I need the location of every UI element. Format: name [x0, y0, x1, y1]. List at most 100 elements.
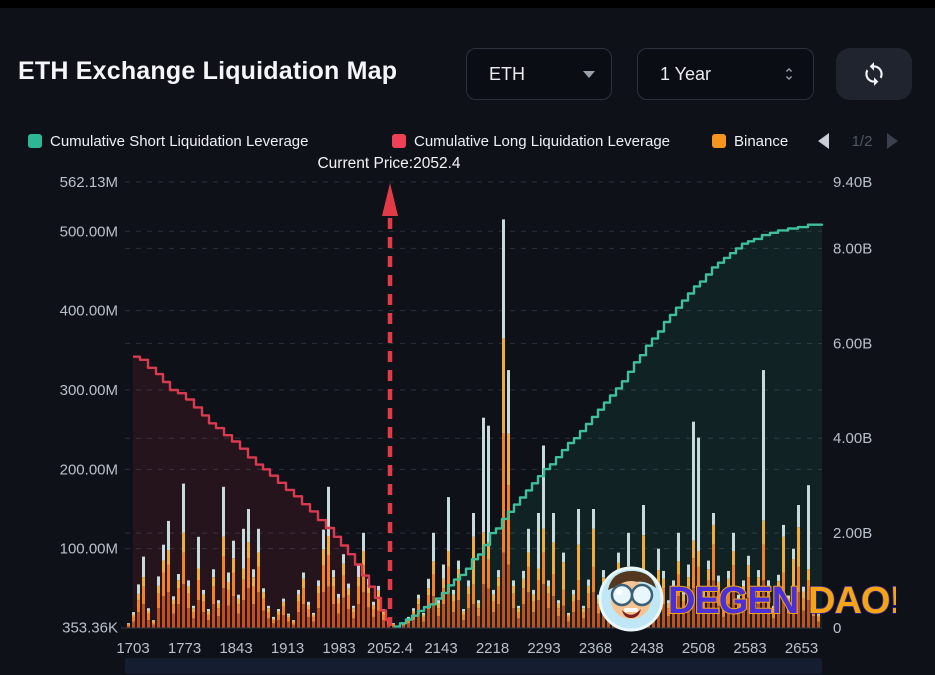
liquidation-bar-segment: [222, 486, 225, 537]
liquidation-bar-segment: [162, 596, 165, 628]
liquidation-bar-segment: [352, 618, 355, 628]
liquidation-bar-segment: [352, 605, 355, 609]
liquidation-bar-segment: [752, 601, 755, 613]
liquidation-bar-segment: [682, 612, 685, 628]
chart-zoom-scrollbar[interactable]: [125, 658, 822, 674]
liquidation-bar-segment: [522, 604, 525, 628]
liquidation-bar-segment: [632, 614, 635, 617]
liquidation-bar-segment: [717, 575, 720, 582]
liquidation-bar-segment: [187, 593, 190, 609]
liquidation-bar-segment: [627, 589, 630, 606]
liquidation-bar-segment: [782, 536, 785, 573]
liquidation-bar-segment: [317, 580, 320, 586]
liquidation-bar-segment: [797, 505, 800, 528]
x-axis-tick: 2218: [476, 640, 509, 657]
liquidation-bar-segment: [147, 610, 150, 614]
liquidation-bar-segment: [767, 580, 770, 586]
liquidation-bar-segment: [552, 574, 555, 597]
liquidation-bar-segment: [287, 615, 290, 618]
liquidation-bar-segment: [447, 566, 450, 593]
liquidation-bar-segment: [317, 608, 320, 628]
liquidation-bar-segment: [522, 588, 525, 605]
legend-next-button[interactable]: [886, 132, 900, 155]
liquidation-bar-segment: [452, 612, 455, 628]
liquidation-bar-segment: [697, 437, 700, 552]
x-axis-tick: 1843: [219, 640, 252, 657]
left-axis-tick: 100.00M: [60, 541, 118, 558]
liquidation-bar-segment: [192, 608, 195, 613]
legend-item-long[interactable]: Cumulative Long Liquidation Leverage: [392, 131, 670, 151]
liquidation-bar-segment: [652, 605, 655, 609]
liquidation-bar-segment: [712, 544, 715, 581]
liquidation-bar-segment: [542, 552, 545, 585]
liquidation-bar-segment: [142, 556, 145, 578]
legend-item-binance[interactable]: Binance: [712, 131, 810, 151]
liquidation-bar-segment: [757, 577, 760, 587]
liquidation-bar-segment: [702, 610, 705, 628]
liquidation-bar-segment: [502, 552, 505, 628]
liquidation-bar-segment: [392, 624, 395, 625]
liquidation-bar-segment: [257, 528, 260, 553]
liquidation-bar-segment: [772, 608, 775, 613]
liquidation-bar-segment: [222, 536, 225, 557]
liquidation-bar-segment: [812, 616, 815, 628]
legend-prev-button[interactable]: [816, 132, 830, 155]
range-select[interactable]: 1 Year: [637, 48, 814, 100]
liquidation-bar-segment: [687, 586, 690, 605]
liquidation-bar-segment: [777, 574, 780, 582]
liquidation-bar-segment: [442, 564, 445, 579]
liquidation-bar-segment: [402, 625, 405, 628]
liquidation-bar-segment: [492, 594, 495, 601]
x-axis-tick: 2508: [682, 640, 715, 657]
liquidation-bar-segment: [267, 618, 270, 628]
liquidation-bar-segment: [362, 551, 365, 566]
liquidation-bar-segment: [377, 610, 380, 628]
liquidation-bar-segment: [322, 529, 325, 550]
liquidation-bar-segment: [532, 612, 535, 628]
liquidation-bar-segment: [447, 551, 450, 567]
right-axis-tick: 6.00B: [833, 335, 872, 352]
liquidation-bar-segment: [642, 535, 645, 571]
legend-label-short: Cumulative Short Liquidation Leverage: [50, 132, 309, 150]
liquidation-bar-segment: [692, 588, 695, 628]
liquidation-bar-segment: [692, 421, 695, 541]
liquidation-bar-segment: [382, 620, 385, 628]
liquidation-bar-segment: [612, 610, 615, 628]
liquidation-bar-segment: [507, 485, 510, 565]
liquidation-bar-segment: [482, 532, 485, 553]
refresh-button[interactable]: [836, 48, 912, 100]
liquidation-bar-segment: [682, 601, 685, 613]
liquidation-bar-segment: [292, 624, 295, 628]
liquidation-bar-segment: [152, 622, 155, 625]
liquidation-bar-segment: [577, 600, 580, 628]
legend-item-short[interactable]: Cumulative Short Liquidation Leverage: [28, 131, 309, 151]
liquidation-bar-segment: [197, 568, 200, 581]
liquidation-bar-segment: [652, 608, 655, 613]
liquidation-bar-segment: [337, 613, 340, 628]
legend-label-long: Cumulative Long Liquidation Leverage: [414, 132, 671, 150]
liquidation-bar-segment: [697, 566, 700, 593]
liquidation-bar-segment: [812, 603, 815, 609]
liquidation-bar-segment: [152, 620, 155, 621]
liquidation-bar-segment: [287, 617, 290, 622]
liquidation-bar-segment: [792, 586, 795, 605]
liquidation-bar-segment: [272, 623, 275, 628]
liquidation-bar-segment: [642, 570, 645, 595]
liquidation-bar-segment: [807, 600, 810, 628]
liquidation-bar-segment: [187, 580, 190, 586]
symbol-select[interactable]: ETH: [466, 48, 612, 100]
liquidation-bar-segment: [487, 425, 490, 543]
liquidation-bar-segment: [617, 597, 620, 628]
liquidation-bar-segment: [637, 601, 640, 613]
liquidation-bar-segment: [427, 595, 430, 609]
liquidation-bar-segment: [142, 586, 145, 605]
liquidation-bar-segment: [472, 536, 475, 585]
liquidation-bar-segment: [382, 611, 385, 615]
liquidation-bar-segment: [812, 600, 815, 604]
liquidation-bar-segment: [622, 603, 625, 609]
liquidation-bar-segment: [447, 592, 450, 628]
left-axis-tick: 200.00M: [60, 461, 118, 478]
liquidation-bar-segment: [152, 624, 155, 628]
liquidation-bar-segment: [657, 570, 660, 582]
